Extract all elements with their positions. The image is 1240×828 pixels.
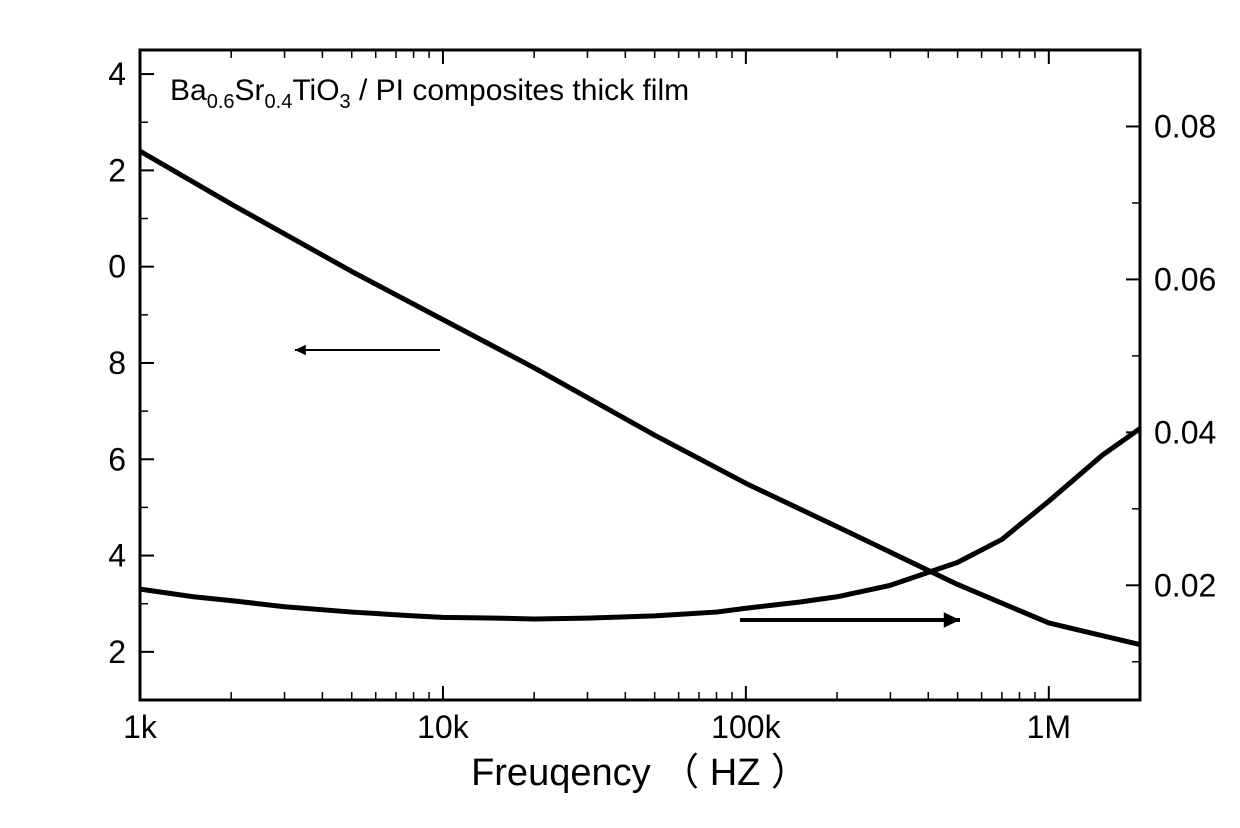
x-tick-label: 1k bbox=[123, 709, 158, 745]
x-tick-label: 10k bbox=[417, 709, 470, 745]
y-left-tick-label: 6 bbox=[108, 441, 126, 477]
y-right-tick-label: 0.08 bbox=[1154, 108, 1216, 144]
y-left-tick-label: 2 bbox=[108, 634, 126, 670]
x-axis-label: Freuqency （ HZ ） bbox=[471, 752, 809, 794]
y-left-tick-label: 0 bbox=[108, 249, 126, 285]
y-right-tick-label: 0.04 bbox=[1154, 414, 1216, 450]
y-left-tick-label: 4 bbox=[108, 56, 126, 92]
y-left-tick-label: 4 bbox=[108, 538, 126, 574]
y-right-axis-label: Tanδ bbox=[1217, 304, 1220, 386]
y-left-tick-label: 2 bbox=[108, 152, 126, 188]
y-right-tick-label: 0.06 bbox=[1154, 261, 1216, 297]
x-tick-label: 100k bbox=[711, 709, 781, 745]
x-tick-label: 1M bbox=[1027, 709, 1071, 745]
y-left-tick-label: 8 bbox=[108, 345, 126, 381]
y-right-tick-label: 0.02 bbox=[1154, 567, 1216, 603]
chart-container: 1k 10k 100k 1M Freuqency （ HZ ） 2 4 6 8 0 2 4 0.02 0.… bbox=[40, 20, 1220, 810]
chart-svg: 1k 10k 100k 1M Freuqency （ HZ ） 2 4 6 8 0 2 4 0.02 0.… bbox=[40, 20, 1220, 810]
